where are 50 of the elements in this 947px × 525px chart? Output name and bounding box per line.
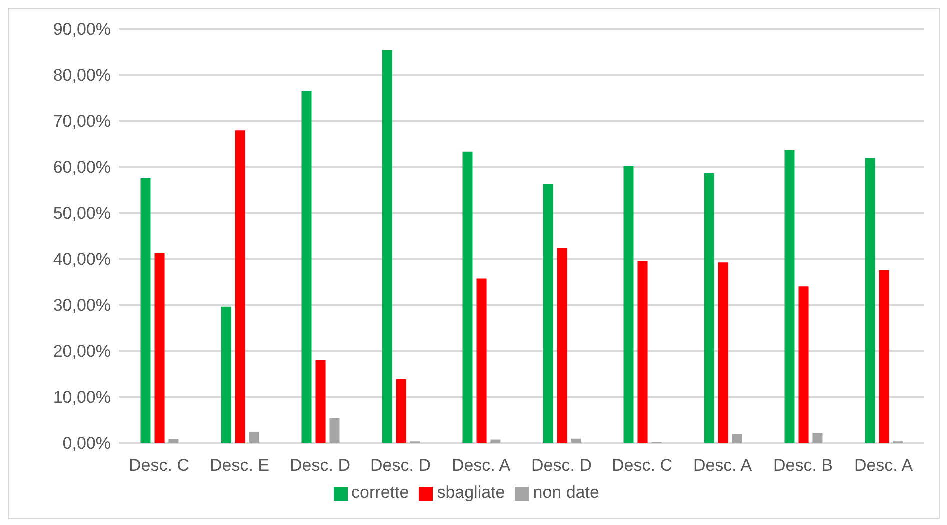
bar <box>879 270 890 443</box>
bar <box>490 440 501 443</box>
bar <box>624 166 634 443</box>
legend-label: sbagliate <box>437 483 506 502</box>
y-tick-label: 10,00% <box>53 388 111 408</box>
y-tick-label: 50,00% <box>53 204 111 224</box>
x-tick-label: Desc. C <box>129 456 190 476</box>
bar <box>382 50 392 443</box>
legend-label: non date <box>533 483 600 502</box>
bar <box>865 158 876 443</box>
bar <box>330 418 340 443</box>
y-tick-label: 30,00% <box>53 296 111 316</box>
bar <box>732 434 742 443</box>
bar <box>302 92 312 443</box>
bar <box>154 253 165 443</box>
bar <box>221 306 232 443</box>
y-tick-label: 70,00% <box>53 112 111 132</box>
bar <box>571 438 582 443</box>
x-tick-label: Desc. C <box>612 456 672 476</box>
x-tick-label: Desc. D <box>532 456 592 476</box>
x-tick-label: Desc. E <box>210 456 270 476</box>
x-tick-label: Desc. B <box>773 456 834 476</box>
x-tick-label: Desc. A <box>452 456 512 476</box>
y-tick-label: 40,00% <box>53 250 111 270</box>
bar <box>638 261 648 443</box>
bar <box>798 286 809 443</box>
x-tick-label: Desc. D <box>370 456 431 476</box>
bar <box>812 433 823 443</box>
bar <box>235 130 246 443</box>
bar <box>784 150 795 443</box>
bar <box>396 380 406 443</box>
bar <box>140 178 151 443</box>
bar <box>704 173 714 443</box>
bar <box>249 432 260 443</box>
y-tick-label: 60,00% <box>53 158 111 178</box>
bar <box>718 262 728 443</box>
bar <box>476 278 487 443</box>
y-tick-label: 20,00% <box>53 342 111 362</box>
bar <box>462 152 473 443</box>
bar <box>557 248 568 443</box>
y-tick-label: 0,00% <box>62 434 111 454</box>
bar <box>543 184 554 443</box>
y-tick-label: 90,00% <box>53 20 111 40</box>
legend-label: corrette <box>352 483 410 502</box>
y-tick-label: 80,00% <box>53 66 111 86</box>
x-tick-label: Desc. A <box>693 456 753 476</box>
x-tick-label: Desc. D <box>290 456 350 476</box>
x-tick-label: Desc. A <box>854 456 914 476</box>
bar <box>168 439 179 443</box>
bar <box>316 360 326 443</box>
